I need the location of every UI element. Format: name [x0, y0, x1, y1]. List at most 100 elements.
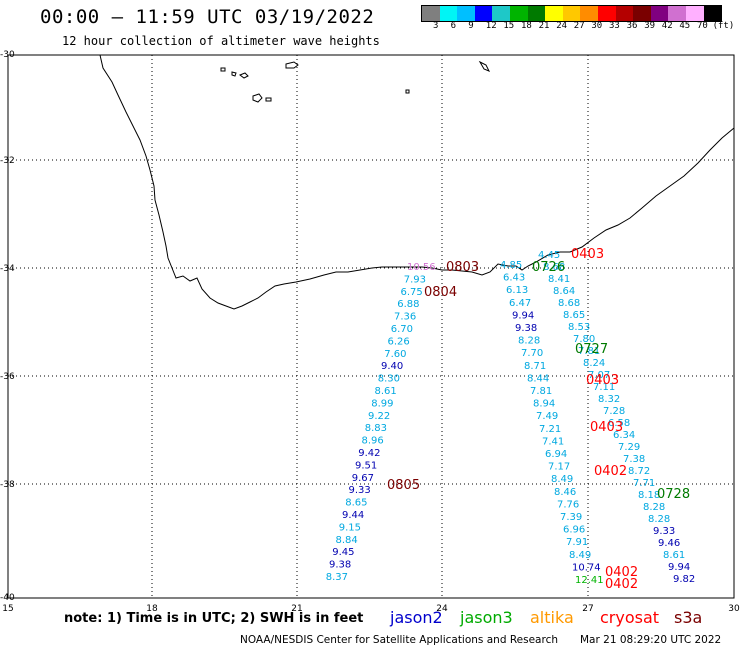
legend-swatch	[527, 6, 546, 21]
latitude-label: -32	[0, 156, 15, 166]
swh-value: 10.74	[572, 562, 601, 573]
legend-swatch	[457, 6, 475, 21]
longitude-label: 24	[436, 604, 448, 614]
swh-value: 7.36	[394, 312, 416, 323]
swh-value: 7.11	[593, 382, 615, 393]
swh-value: 7.21	[539, 424, 561, 435]
legend-tick-label: 12	[485, 21, 497, 31]
swh-value: 9.94	[668, 562, 690, 573]
swh-value: 8.32	[598, 394, 620, 405]
coastline	[99, 54, 735, 310]
legend-swatch	[474, 6, 493, 21]
swh-value: 8.61	[375, 386, 397, 397]
swh-value: 8.65	[345, 498, 367, 509]
swh-value: 4.45	[538, 250, 560, 261]
swh-value: 9.94	[512, 310, 534, 321]
swh-value: 7.29	[618, 442, 640, 453]
swh-value: 8.96	[362, 436, 384, 447]
satellite-legend-jason2: jason2	[390, 608, 443, 627]
swh-value: 8.99	[371, 398, 393, 409]
swh-value: 7.17	[548, 462, 570, 473]
swh-value: 8.18	[638, 490, 660, 501]
legend-tick-label: 6	[450, 21, 457, 31]
swh-value: 9.67	[352, 473, 374, 484]
legend-tick-label: 9	[468, 21, 474, 31]
grid-lines	[8, 55, 734, 598]
swh-value: 9.51	[355, 460, 377, 471]
swh-value: 8.53	[568, 322, 590, 333]
swh-value: 8.83	[365, 423, 387, 434]
footer-credit: NOAA/NESDIS Center for Satellite Applica…	[240, 634, 558, 646]
swh-value: 8.68	[558, 298, 580, 309]
swh-value: 12.41	[575, 575, 604, 586]
track-time-label: 0803	[446, 260, 479, 275]
swh-value: 9.38	[329, 560, 351, 571]
swh-value: 8.61	[663, 550, 685, 561]
legend-tick-label: 24	[556, 21, 568, 31]
swh-value: 6.43	[503, 273, 525, 284]
swh-value: 8.68	[543, 262, 565, 273]
map-title: 00:00 – 11:59 UTC 03/19/2022	[40, 6, 375, 28]
swh-value: 6.88	[397, 299, 419, 310]
swh-value: 9.38	[515, 323, 537, 334]
swh-value: 9.82	[673, 574, 695, 585]
swh-value: 7.60	[384, 349, 406, 360]
legend-tick-label: 33	[609, 21, 620, 31]
swh-value: 8.94	[533, 399, 555, 410]
legend-swatch	[580, 6, 598, 21]
swh-value: 10.56	[407, 262, 436, 273]
swh-value: 8.28	[518, 336, 540, 347]
track-time-label: 0805	[387, 478, 420, 493]
swh-value: 8.28	[648, 514, 670, 525]
legend-tick-label: 45	[679, 21, 691, 31]
latitude-label: -38	[0, 480, 15, 490]
legend-tick-label: 36	[626, 21, 638, 31]
swh-value: 7.81	[578, 346, 600, 357]
swh-value: 6.13	[506, 285, 528, 296]
swh-value: 7.39	[560, 512, 582, 523]
swh-value: 6.70	[391, 324, 413, 335]
track-time-label: 0804	[424, 285, 457, 300]
swh-value: 6.96	[563, 525, 585, 536]
longitude-label: 18	[146, 604, 158, 614]
track-time-label: 0403	[586, 373, 619, 388]
legend-tick-label: 70	[697, 21, 708, 31]
longitude-label: 21	[291, 604, 302, 614]
swh-value: 9.45	[332, 547, 354, 558]
legend-swatch	[562, 6, 581, 21]
legend-tick-label: 42	[661, 21, 673, 31]
swh-value: 7.81	[530, 386, 552, 397]
map-subtitle: 12 hour collection of altimeter wave hei…	[62, 34, 380, 48]
swh-value: 9.15	[339, 522, 361, 533]
swh-value: 6.94	[545, 449, 567, 460]
swh-value: 9.33	[653, 526, 675, 537]
swh-value: 7.70	[521, 348, 543, 359]
swh-value: 8.28	[643, 502, 665, 513]
swh-value: 7.41	[542, 436, 564, 447]
latitude-label: -30	[0, 50, 15, 60]
satellite-legend-altika: altika	[530, 608, 574, 627]
longitude-label: 27	[582, 604, 593, 614]
legend-swatch	[492, 6, 510, 21]
swh-value: 6.26	[388, 336, 410, 347]
satellite-legend-s3a: s3a	[674, 608, 703, 627]
swh-value: 7.28	[603, 406, 625, 417]
latitude-label: -40	[0, 593, 15, 603]
legend-swatch	[650, 6, 669, 21]
swh-value: 7.80	[573, 334, 595, 345]
swh-value: 8.49	[569, 550, 591, 561]
legend-swatch	[422, 6, 440, 21]
swh-value: 7.49	[536, 411, 558, 422]
footer-timestamp: Mar 21 08:29:20 UTC 2022	[580, 634, 722, 646]
legend-tick-label: 15	[503, 21, 515, 31]
swh-value: 8.24	[583, 358, 605, 369]
map-frame	[7, 54, 735, 599]
swh-value: 8.49	[551, 474, 573, 485]
track-time-label: 0402	[605, 577, 638, 592]
legend-swatch	[703, 6, 722, 21]
swh-value: 7.76	[557, 499, 579, 510]
track-time-label: 0728	[657, 487, 690, 502]
legend-swatch	[685, 6, 704, 21]
legend-swatch	[509, 6, 528, 21]
